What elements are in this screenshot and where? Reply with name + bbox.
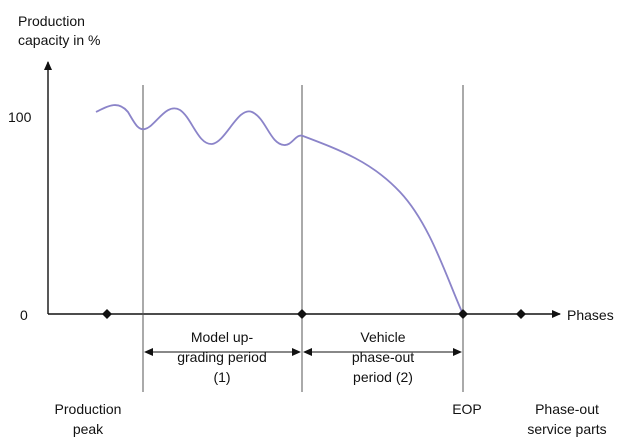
upgrading-period-label-line2: grading period	[177, 349, 267, 365]
milestone-marker-eop	[458, 309, 468, 319]
phaseout-period-label-line2: phase-out	[352, 349, 414, 365]
y-axis-title-line1: Production	[18, 13, 85, 29]
eop-label: EOP	[452, 401, 482, 417]
phaseout-period-label-line3: period (2)	[353, 369, 413, 385]
y-tick-0: 0	[20, 307, 28, 323]
production-peak-label-line2: peak	[73, 421, 104, 437]
service-parts-label-line2: service parts	[527, 421, 606, 437]
service-parts-label-line1: Phase-out	[535, 401, 599, 417]
phaseout-period-label-line1: Vehicle	[360, 329, 405, 345]
y-tick-100: 100	[8, 109, 32, 125]
capacity-curve	[95, 104, 463, 313]
milestone-marker-service-parts	[516, 309, 526, 319]
production-peak-label-line1: Production	[55, 401, 122, 417]
milestone-marker-phaseout-start	[297, 309, 307, 319]
milestone-marker-production-peak	[102, 309, 112, 319]
upgrading-period-label-line3: (1)	[213, 369, 230, 385]
y-axis-title-line2: capacity in %	[18, 32, 100, 48]
x-axis-label: Phases	[567, 307, 614, 323]
upgrading-period-label-line1: Model up-	[191, 329, 254, 345]
